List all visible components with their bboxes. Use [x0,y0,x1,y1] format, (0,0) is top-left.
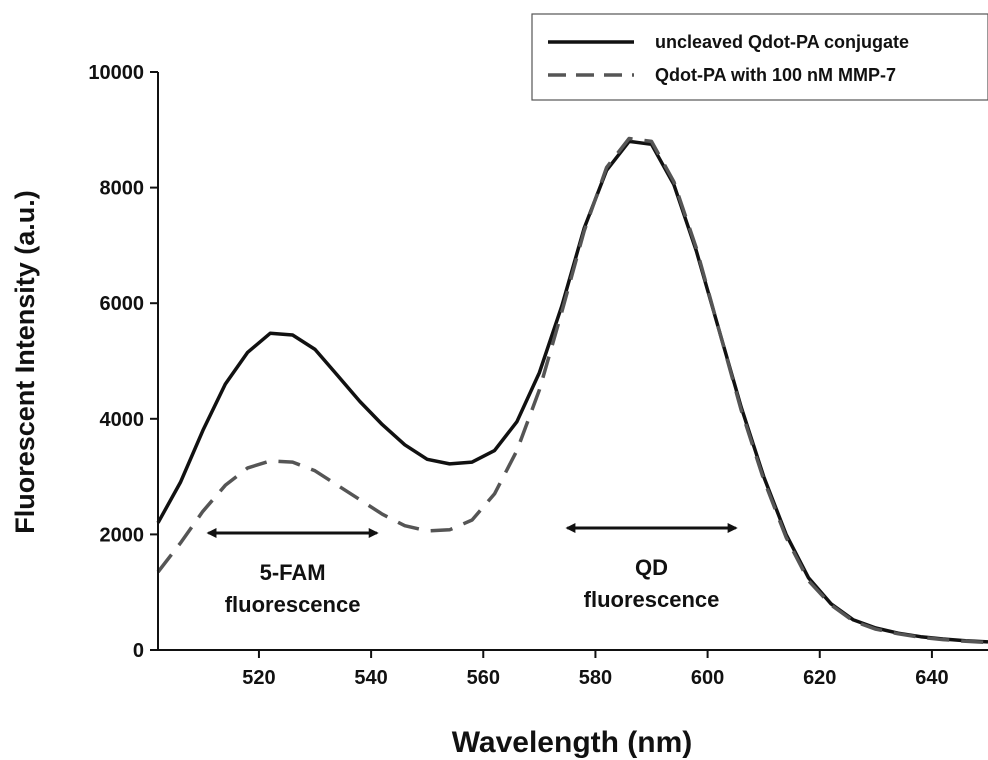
x-tick-label: 560 [467,667,500,689]
y-tick-label: 0 [133,640,144,662]
annotation-layer: 5-FAM fluorescence QD fluorescence [206,523,738,617]
annotation-1-line-1: 5-FAM [260,560,326,585]
x-tick-label: 640 [915,667,948,689]
series-layer [156,136,988,645]
axes-layer: 0 2000 4000 6000 8000 10000 520 540 560 580 600 620… [88,62,988,689]
legend: uncleaved Qdot-PA conjugate Qdot-PA with… [531,13,988,101]
x-axis-label: Wavelength (nm) [452,726,693,759]
y-tick-label: 2000 [100,524,145,546]
y-tick-label: 4000 [100,409,145,431]
series-line-2 [156,136,988,645]
annotation-1-line-2: fluorescence [225,592,361,617]
x-tick-label: 620 [803,667,836,689]
x-tick-label: 540 [354,667,387,689]
legend-label-series-2: Qdot-PA with 100 nM MMP-7 [655,65,896,85]
x-tick-label: 580 [579,667,612,689]
legend-label-series-1: uncleaved Qdot-PA conjugate [655,32,909,52]
legend-box [531,13,988,101]
x-tick-label: 520 [242,667,275,689]
y-tick-label: 8000 [100,178,145,200]
annotation-2-line-2: fluorescence [584,587,720,612]
x-tick-label: 600 [691,667,724,689]
annotation-2-line-1: QD [635,555,668,580]
y-tick-label: 6000 [100,293,145,315]
y-axis-label: Fluorescent Intensity (a.u.) [10,190,40,534]
y-tick-label: 10000 [88,62,144,84]
